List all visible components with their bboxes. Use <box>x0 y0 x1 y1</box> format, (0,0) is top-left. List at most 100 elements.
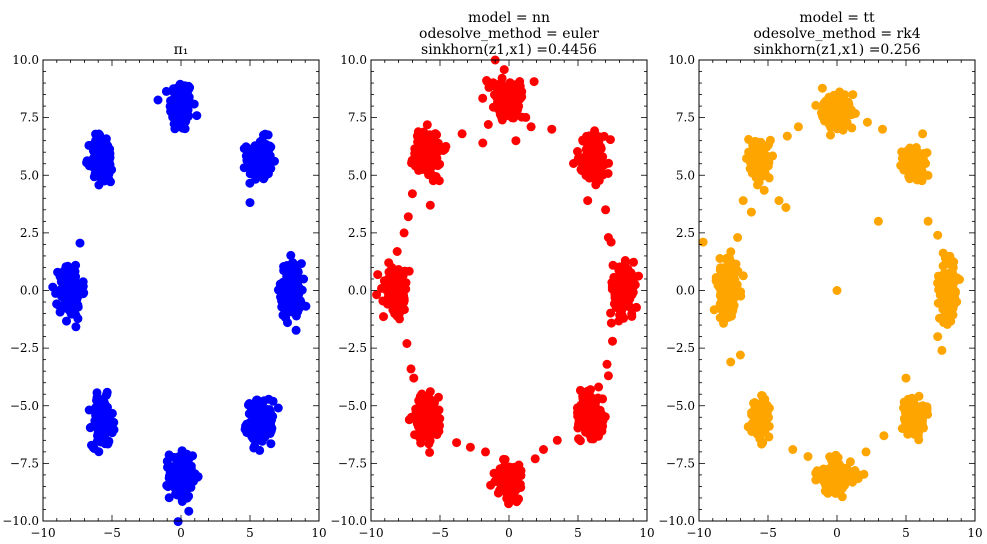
scatter-point <box>552 435 562 445</box>
scatter-point <box>878 124 887 134</box>
scatter-point <box>735 350 745 360</box>
scatter-point <box>247 162 257 172</box>
scatter-point <box>943 269 953 279</box>
scatter-point <box>591 180 601 190</box>
scatter-point <box>738 271 748 281</box>
scatter-point <box>425 387 435 397</box>
scatter-point <box>424 439 434 449</box>
scatter-point <box>409 414 419 423</box>
tick-label: −5 <box>759 526 777 540</box>
scatter-point <box>170 124 180 134</box>
scatter-point <box>258 144 268 154</box>
scatter-point <box>837 492 847 502</box>
scatter-point <box>268 411 278 421</box>
scatter-point <box>822 469 831 479</box>
tick-label: −5.0 <box>338 399 367 413</box>
scatter-point <box>945 285 955 295</box>
scatter-point <box>788 445 798 454</box>
scatter-point <box>89 172 99 182</box>
tick-label: 2.5 <box>676 226 695 240</box>
scatter-point <box>946 298 956 308</box>
scatter-point <box>755 434 765 444</box>
scatter-point <box>841 99 851 109</box>
scatter-point <box>392 247 402 256</box>
scatter-point <box>605 135 615 145</box>
scatter-point <box>173 517 183 527</box>
scatter-point <box>188 451 198 461</box>
scatter-point <box>586 385 595 395</box>
scatter-point <box>629 257 638 267</box>
scatter-point <box>259 174 269 184</box>
scatter-point <box>817 83 827 93</box>
scatter-point <box>755 407 765 417</box>
scatter-point <box>509 483 519 493</box>
scatter-point <box>264 144 274 154</box>
title-line: π₁ <box>174 42 189 58</box>
scatter-point <box>590 412 600 422</box>
scatter-point <box>452 438 462 448</box>
tick-label: −7.5 <box>666 456 695 470</box>
tick-label: −5 <box>103 526 121 540</box>
scatter-point <box>270 156 279 166</box>
scatter-point <box>94 180 104 190</box>
title-line: model = tt <box>799 10 875 26</box>
scatter-point <box>751 399 761 409</box>
scatter-point <box>902 425 912 435</box>
scatter-point <box>287 297 297 307</box>
scatter-point <box>102 387 112 397</box>
scatter-point <box>904 409 914 419</box>
scatter-point <box>594 382 604 392</box>
title-line: model = nn <box>468 10 550 26</box>
scatter-point <box>726 247 736 257</box>
scatter-point <box>753 141 763 151</box>
scatter-point <box>165 480 175 490</box>
scatter-point <box>424 170 434 180</box>
scatter-point <box>192 111 202 121</box>
tick-label: −10.0 <box>658 514 695 528</box>
scatter-point <box>840 90 850 100</box>
scatter-point <box>263 130 273 140</box>
scatter-point <box>591 397 601 407</box>
scatter-point <box>719 318 728 328</box>
scatter-point <box>754 177 764 187</box>
scatter-point <box>722 253 732 263</box>
scatter-point <box>923 409 933 419</box>
tick-label: 5.0 <box>348 168 367 182</box>
scatter-point <box>753 164 763 174</box>
scatter-point <box>617 305 627 315</box>
scatter-point <box>539 445 548 454</box>
scatter-point <box>521 112 531 122</box>
scatter-point <box>65 297 75 307</box>
scatter-point <box>425 200 435 210</box>
scatter-point <box>861 447 871 457</box>
scatter-point <box>827 456 837 466</box>
scatter-point <box>762 154 772 164</box>
scatter-point <box>603 371 613 381</box>
tick-label: 7.5 <box>20 111 39 125</box>
scatter-point <box>478 138 488 148</box>
scatter-point <box>395 303 405 313</box>
scatter-point <box>584 154 594 164</box>
scatter-point <box>176 472 186 482</box>
panel-title: model = tt odesolve_method = rk4 sinkhorn(… <box>753 10 920 58</box>
scatter-point <box>384 292 393 301</box>
scatter-point <box>283 267 292 276</box>
scatter-point <box>153 95 163 105</box>
scatter-point <box>499 84 509 94</box>
axis-ticks: −10 −5 0 5 10 −10.0 −7.5 −5.0 −2.5 0.0 2.5 5.0 7.5 10… <box>2 53 326 540</box>
scatter-point <box>92 421 102 431</box>
scatter-point <box>457 129 467 139</box>
tick-label: 0.0 <box>20 284 39 298</box>
scatter-point <box>607 278 617 287</box>
scatter-point <box>509 91 519 101</box>
scatter-points <box>372 55 643 509</box>
scatter-point <box>698 237 708 247</box>
scatter-point <box>906 401 916 411</box>
scatter-point <box>372 290 382 300</box>
scatter-point <box>899 403 908 413</box>
scatter-point <box>425 447 435 457</box>
tick-label: 2.5 <box>348 226 367 240</box>
panel-title: π₁ <box>174 42 189 58</box>
scatter-point <box>811 475 821 485</box>
